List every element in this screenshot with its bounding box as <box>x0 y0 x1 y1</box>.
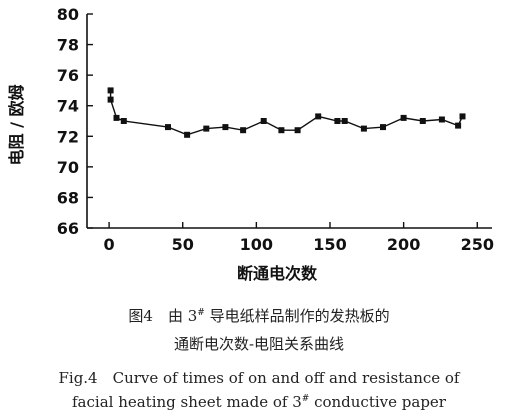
data-point <box>294 127 301 134</box>
data-point <box>240 127 247 134</box>
data-point <box>260 118 267 124</box>
data-points <box>107 87 466 138</box>
x-tick-label: 250 <box>461 235 494 254</box>
y-axis-title: 电阻 / 欧姆 <box>7 85 26 166</box>
caption-zh-line2: 通断电次数-电阻关系曲线 <box>173 335 345 353</box>
x-tick-label: 0 <box>104 235 115 254</box>
data-point <box>380 124 386 131</box>
data-point <box>315 113 322 120</box>
y-tick-label: 80 <box>57 5 79 24</box>
caption-zh-line1-suffix: 导电纸样品制作的发热板的 <box>204 307 390 325</box>
y-tick-label: 70 <box>57 158 79 177</box>
caption-en-line2: facial heating sheet made of 3# conducti… <box>0 393 518 411</box>
x-axis-ticks: 0 50 100 150 200 250 <box>104 222 494 254</box>
data-point <box>107 87 114 94</box>
caption-zh-line1-prefix: 图4 由 3 <box>128 307 198 325</box>
series-line <box>109 90 464 136</box>
y-tick-label: 72 <box>57 127 79 146</box>
data-point <box>438 116 445 123</box>
data-point <box>120 118 127 124</box>
y-tick-label: 78 <box>57 36 79 55</box>
y-axis-ticks: 66 68 70 72 74 76 78 80 <box>57 5 93 238</box>
caption-en-line1: Fig.4 Curve of times of on and off and r… <box>58 369 460 387</box>
data-point <box>400 114 407 121</box>
data-point <box>419 118 426 124</box>
resistance-chart: 66 68 70 72 74 76 78 80 0 50 100 150 200 250 电阻 / 欧姆… <box>7 5 494 283</box>
y-tick-label: 66 <box>57 219 79 238</box>
data-point <box>278 127 285 134</box>
data-point <box>165 124 171 131</box>
data-point <box>455 122 462 129</box>
data-point <box>459 113 466 120</box>
y-tick-label: 68 <box>57 188 79 207</box>
caption-zh-line1-sup: # <box>197 308 205 318</box>
data-point <box>360 125 367 132</box>
caption-en-line2-suffix: conductive paper <box>309 393 446 411</box>
caption-zh-line1: 图4 由 3# 导电纸样品制作的发热板的 <box>0 305 518 326</box>
data-point <box>107 96 114 103</box>
y-tick-label: 76 <box>57 66 79 85</box>
x-tick-label: 50 <box>172 235 194 254</box>
data-point <box>341 118 348 124</box>
x-tick-label: 100 <box>240 235 273 254</box>
y-tick-label: 74 <box>57 97 79 116</box>
plot-area: 66 68 70 72 74 76 78 80 0 50 100 150 200 250 <box>57 5 494 254</box>
data-point <box>222 124 229 131</box>
data-point <box>203 125 210 132</box>
x-tick-label: 150 <box>313 235 346 254</box>
caption-en-line2-prefix: facial heating sheet made of 3 <box>72 393 302 411</box>
data-point <box>334 118 341 124</box>
caption-en-line2-sup: # <box>301 394 310 404</box>
data-point <box>184 131 191 138</box>
x-tick-label: 200 <box>387 235 420 254</box>
x-axis-title: 断通电次数 <box>237 264 318 283</box>
data-point <box>113 114 120 121</box>
